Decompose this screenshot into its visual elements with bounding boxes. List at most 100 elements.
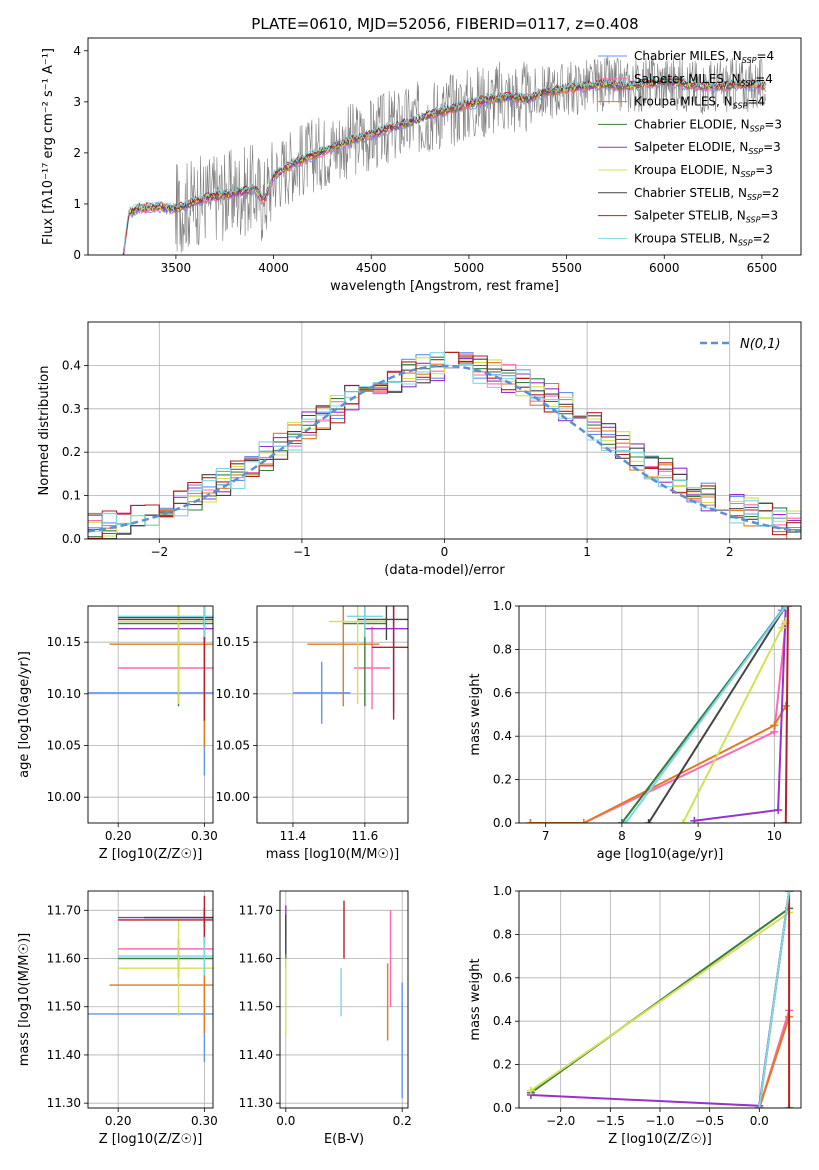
x-tick-label: 0.0	[750, 1114, 769, 1128]
x-axis-label: age [log10(age/yr)]	[597, 847, 724, 862]
y-tick-label: 4	[73, 44, 81, 58]
y-tick-label: 11.70	[47, 903, 81, 917]
y-tick-label: 0.4	[493, 1014, 512, 1028]
axes-frame	[87, 321, 802, 540]
series-line-salpeter-elodie	[694, 606, 787, 822]
x-tick-label: 4500	[356, 261, 387, 275]
legend-label: Salpeter ELODIE, NSSP=3	[634, 140, 781, 156]
y-tick-label: 3	[73, 95, 81, 109]
legend-label: Kroupa ELODIE, NSSP=3	[634, 163, 773, 179]
y-tick-label: 11.30	[47, 1096, 81, 1110]
x-tick-label: −1	[293, 545, 311, 559]
x-tick-label: 1	[583, 545, 591, 559]
x-tick-label: 5000	[454, 261, 485, 275]
x-tick-label: 0.30	[191, 1114, 218, 1128]
plot-area-mass_vs_Z	[88, 895, 213, 1063]
model-line-chabrier-miles	[123, 81, 766, 255]
x-axis-label: Z [log10(Z/Z☉)]	[99, 847, 203, 862]
axes-frame	[87, 605, 214, 824]
y-tick-label: 11.60	[47, 952, 81, 966]
axes-frame	[256, 605, 409, 824]
x-tick-label: 10	[767, 829, 782, 843]
y-tick-label: 0.4	[493, 729, 512, 743]
y-tick-label: 1	[73, 197, 81, 211]
x-axis-label: Z [log10(Z/Z☉)]	[99, 1132, 203, 1147]
figure-title: PLATE=0610, MJD=52056, FIBERID=0117, z=0…	[251, 15, 638, 33]
axes-frame	[518, 890, 802, 1109]
y-tick-label: 10.15	[47, 635, 81, 649]
y-tick-label: 1.0	[493, 884, 512, 898]
spectrum-legend: Chabrier MILES, NSSP=4 Salpeter MILES, NS…	[598, 49, 782, 247]
legend-label: Kroupa STELIB, NSSP=2	[634, 231, 770, 247]
y-tick-label: 10.00	[47, 790, 81, 804]
x-tick-label: 6500	[747, 261, 778, 275]
panel-massweight_vs_age: 7 8 9 10 0.0 0.2 0.4 0.6 0.8 1.0 age [log10(age/yr…	[468, 599, 802, 862]
x-axis-label: wavelength [Angstrom, rest frame]	[330, 279, 559, 294]
y-tick-label: 11.50	[239, 1000, 273, 1014]
y-tick-label: 0.4	[62, 358, 81, 372]
x-tick-label: −1.5	[596, 1114, 625, 1128]
x-axis-label: E(B-V)	[324, 1132, 364, 1147]
x-tick-label: 0.0	[276, 1114, 295, 1128]
x-tick-label: 5500	[551, 261, 582, 275]
plot-area-massweight_vs_age	[526, 606, 793, 823]
x-tick-label: 0.20	[105, 1114, 132, 1128]
model-line-kroupa-stelib	[122, 75, 766, 253]
x-tick-label: 0.2	[393, 1114, 412, 1128]
y-tick-label: 0.6	[493, 971, 512, 985]
data-spectrum-line	[122, 56, 766, 254]
x-tick-label: 7	[542, 829, 550, 843]
x-tick-label: 3500	[161, 261, 192, 275]
histogram-kroupa-stelib	[88, 352, 801, 532]
x-tick-label: 0	[441, 545, 449, 559]
x-tick-label: −0.5	[695, 1114, 724, 1128]
x-tick-label: −1.0	[645, 1114, 674, 1128]
y-axis-label: Flux [fλ10⁻¹⁷ erg cm⁻² s⁻¹ A⁻¹]	[41, 48, 56, 245]
x-tick-label: 9	[694, 829, 702, 843]
y-axis-label: mass weight	[468, 673, 483, 755]
y-tick-label: 0	[73, 248, 81, 262]
model-line-chabrier-stelib	[122, 75, 766, 255]
y-tick-label: 0.3	[62, 402, 81, 416]
series-line-salpeter-miles	[530, 623, 787, 823]
y-tick-label: 2	[73, 146, 81, 160]
normal-reference-curve	[88, 364, 801, 533]
plot-area-spectrum	[122, 56, 766, 255]
y-tick-label: 10.05	[216, 739, 250, 753]
y-tick-label: 11.60	[239, 952, 273, 966]
legend-label: Chabrier MILES, NSSP=4	[634, 49, 774, 65]
plot-area-massweight_vs_Z	[526, 891, 794, 1108]
plot-area-age_vs_mass	[292, 606, 408, 724]
x-tick-label: 11.4	[280, 829, 307, 843]
y-tick-label: 10.10	[47, 687, 81, 701]
x-tick-label: 8	[618, 829, 626, 843]
series-line-kroupa-miles	[758, 1016, 791, 1108]
plot-area-residual_histogram	[88, 351, 801, 539]
axes-frame	[87, 890, 214, 1109]
y-tick-label: 1.0	[493, 599, 512, 613]
legend-label: N(0,1)	[740, 337, 781, 352]
y-tick-label: 10.00	[216, 790, 250, 804]
y-tick-label: 0.2	[493, 1058, 512, 1072]
panel-mass_vs_EBV: 0.0 0.2 11.30 11.40 11.50 11.60 11.70 E(B-V)	[239, 890, 412, 1147]
x-axis-label: Z [log10(Z/Z☉)]	[608, 1132, 712, 1147]
y-tick-label: 11.70	[239, 903, 273, 917]
series-line-kroupa-stelib	[624, 606, 787, 823]
x-tick-label: −2	[150, 545, 168, 559]
x-tick-label: 4000	[258, 261, 289, 275]
y-tick-label: 0.1	[62, 489, 81, 503]
y-axis-label: mass [log10(M/M☉)]	[17, 933, 32, 1066]
panel-mass_vs_Z: 0.20 0.30 11.30 11.40 11.50 11.60 11.70 Z [log1…	[17, 890, 218, 1147]
plot-area-age_vs_Z	[88, 606, 213, 776]
legend-label: Salpeter MILES, NSSP=4	[634, 72, 773, 88]
y-axis-label: Normed distribution	[37, 366, 52, 496]
series-line-kroupa-stelib	[758, 891, 791, 1108]
panel-residual_histogram: −2 −1 0 1 2 0.0 0.1 0.2 0.3 0.4 (data-model)/error…	[37, 321, 802, 578]
y-tick-label: 0.0	[62, 532, 81, 546]
y-tick-label: 0.2	[493, 773, 512, 787]
y-tick-label: 10.05	[47, 739, 81, 753]
x-axis-label: mass [log10(M/M☉)]	[266, 847, 399, 862]
series-line-kroupa-miles	[530, 705, 787, 823]
y-tick-label: 11.40	[239, 1048, 273, 1062]
